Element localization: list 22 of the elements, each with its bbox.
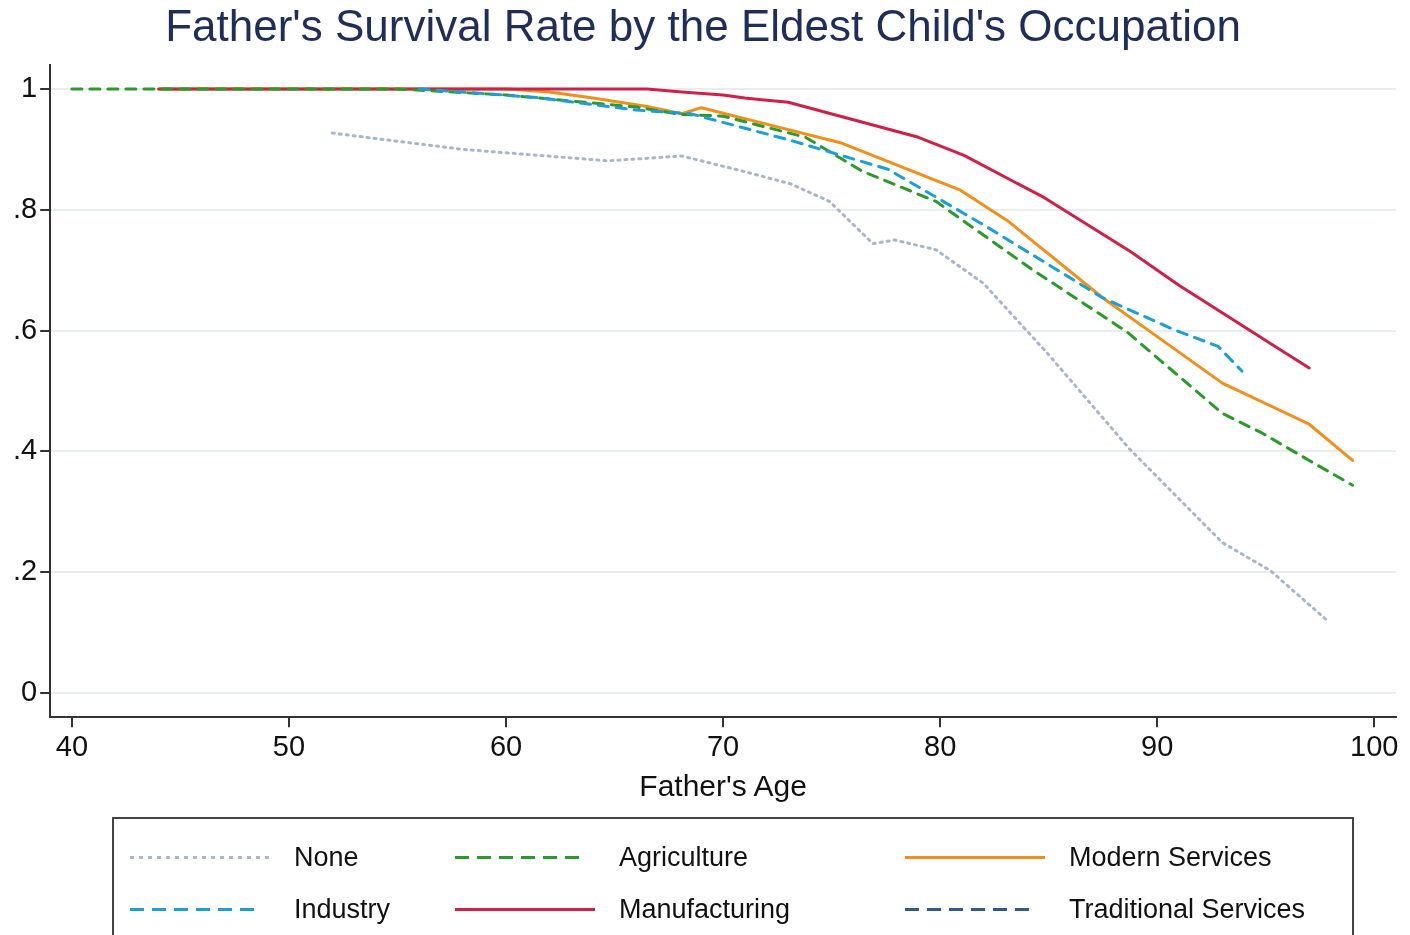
x-tick-label: 50: [272, 729, 306, 762]
legend-label: None: [294, 841, 359, 873]
x-axis-title: Father's Age: [639, 769, 807, 803]
y-tick-label: .4: [13, 433, 38, 466]
legend-label: Modern Services: [1069, 841, 1272, 873]
x-tick-label: 60: [489, 729, 523, 762]
legend-label: Traditional Services: [1069, 893, 1306, 925]
x-tick-label: 40: [55, 729, 89, 762]
y-tick-label: 1: [21, 70, 38, 103]
legend-label: Industry: [294, 893, 391, 925]
y-tick-label: 0: [21, 675, 38, 708]
y-tick-label: .6: [13, 312, 38, 345]
chart-title: Father's Survival Rate by the Eldest Child's Occupation: [165, 0, 1241, 50]
x-tick-label: 70: [706, 729, 740, 762]
legend-label: Manufacturing: [619, 893, 791, 925]
y-tick-label: .2: [13, 554, 38, 587]
legend-label: Agriculture: [619, 841, 749, 873]
x-tick-label: 100: [1350, 729, 1399, 762]
line-series: [417, 87, 1244, 373]
x-tick-label: 80: [924, 729, 957, 762]
y-tick-label: .8: [13, 191, 38, 224]
x-tick-label: 90: [1141, 729, 1174, 762]
